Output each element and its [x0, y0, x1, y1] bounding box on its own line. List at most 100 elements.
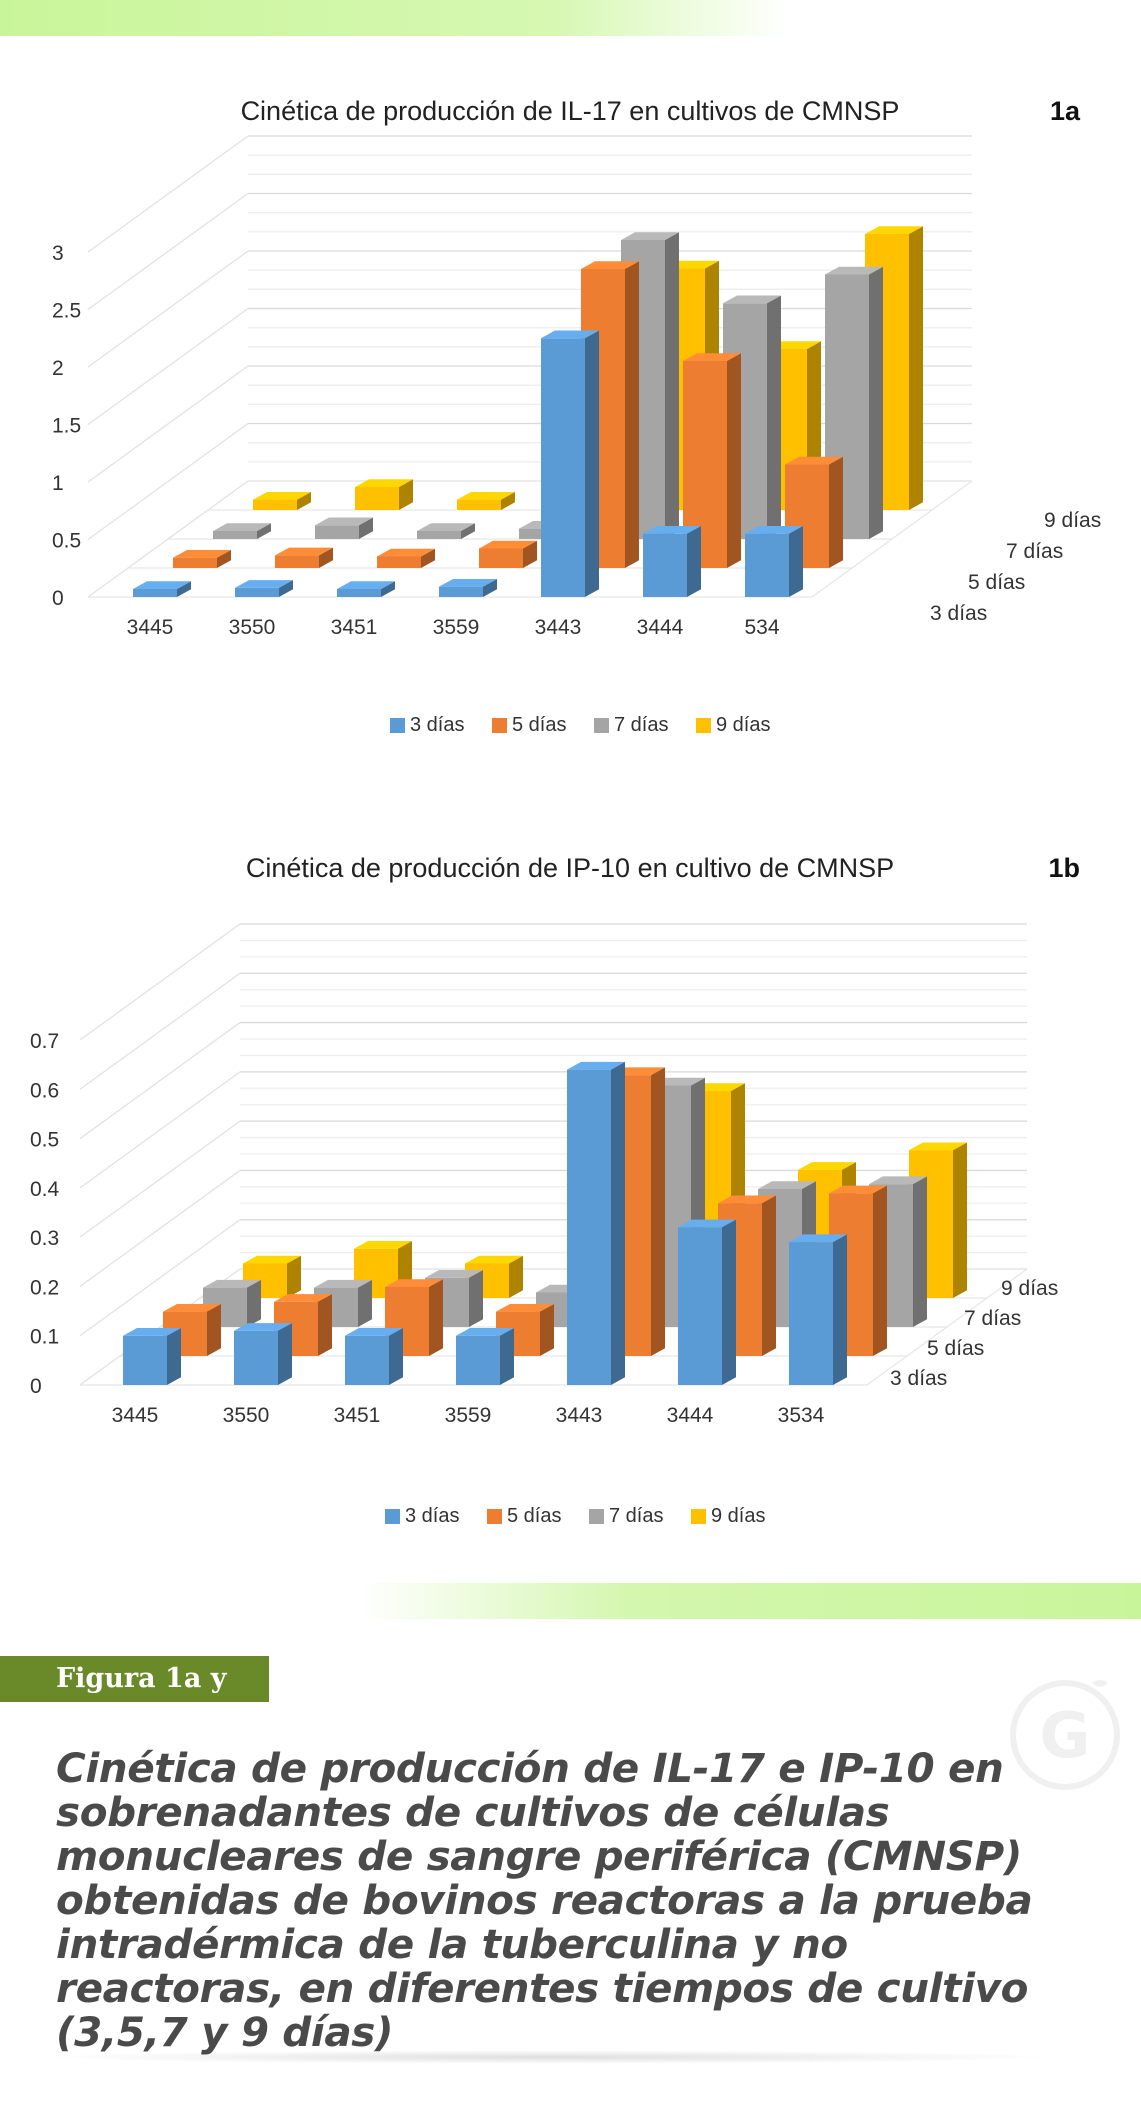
bar: [643, 526, 701, 597]
legend-swatch: [385, 1509, 400, 1524]
depth-axis-label: 7 días: [1006, 540, 1063, 563]
bar-top: [496, 1303, 554, 1312]
bar: [439, 578, 497, 597]
bar-top: [567, 1061, 625, 1070]
legend-label: 9 días: [716, 714, 770, 736]
bar-side: [167, 1328, 181, 1385]
x-tick-label: 3451: [334, 1404, 381, 1427]
bar-top: [315, 517, 373, 526]
bar-front: [213, 530, 257, 539]
y-tick-label: 0.3: [30, 1227, 59, 1250]
side-gridline: [79, 1022, 241, 1140]
bar-top: [377, 548, 435, 557]
bar-side: [461, 523, 475, 539]
chart-label: 1a: [1050, 96, 1081, 126]
bar-side: [358, 1279, 372, 1327]
bar-top: [909, 1142, 967, 1151]
bar-front: [377, 556, 421, 568]
bar-top: [869, 1176, 927, 1185]
bar-side: [873, 1185, 887, 1356]
bottom-shadow: [40, 2050, 1060, 2064]
bar: [683, 353, 741, 568]
bar: [173, 549, 231, 568]
bar-top: [456, 1328, 514, 1336]
bar-top: [865, 226, 923, 234]
side-gridline: [79, 923, 241, 1041]
bar-side: [869, 266, 883, 539]
bar-side: [687, 526, 701, 597]
bar-front: [345, 1335, 389, 1385]
y-tick-label: 0.1: [30, 1326, 59, 1349]
legend-label: 3 días: [405, 1505, 459, 1527]
bar-top: [621, 232, 679, 240]
bar-front: [456, 1335, 500, 1385]
x-tick-label: 3445: [112, 1404, 159, 1427]
y-tick-label: 3: [52, 242, 64, 265]
x-tick-label: 3443: [556, 1404, 603, 1427]
side-gridline: [87, 422, 249, 541]
bar-top: [581, 261, 639, 269]
legend-label: 5 días: [507, 1505, 561, 1527]
depth-axis-label: 9 días: [1001, 1277, 1058, 1300]
bar-side: [625, 261, 639, 568]
bar-side: [789, 526, 803, 597]
legend-label: 3 días: [410, 714, 464, 736]
bar: [541, 330, 599, 597]
side-gridline: [79, 972, 241, 1090]
bar-side: [727, 353, 741, 568]
bar: [789, 1234, 847, 1385]
y-tick-label: 0.5: [30, 1129, 59, 1152]
bar-top: [745, 526, 803, 534]
legend-label: 7 días: [614, 714, 668, 736]
side-gridline: [79, 1219, 241, 1337]
x-tick-label: 3550: [223, 1404, 270, 1427]
x-tick-label: 534: [744, 616, 779, 639]
bar-front: [234, 1330, 278, 1385]
bar-front: [275, 555, 319, 568]
bar-top: [355, 479, 413, 487]
bar-top: [173, 549, 231, 558]
bar-top: [133, 581, 191, 589]
bar-side: [829, 456, 843, 568]
bar-side: [297, 491, 311, 510]
y-tick-label: 0.6: [30, 1079, 59, 1102]
bar-side: [318, 1294, 332, 1356]
bar: [745, 526, 803, 597]
y-tick-label: 0.2: [30, 1276, 59, 1299]
bar: [457, 491, 515, 510]
legend: 3 días 5 días 7 días 9 días: [385, 1505, 765, 1527]
side-gridline: [79, 1169, 241, 1287]
bar-front: [439, 586, 483, 597]
bar-front: [235, 587, 279, 597]
ip10-chart: Cinética de producción de IP-10 en culti…: [30, 853, 1080, 1527]
bar: [123, 1328, 181, 1385]
legend-swatch: [594, 718, 609, 733]
bar-top: [829, 1185, 887, 1194]
bar-front: [643, 533, 687, 597]
bar-top: [234, 1323, 292, 1331]
bar-side: [540, 1303, 554, 1356]
legend-swatch: [589, 1509, 604, 1524]
bar-front: [541, 338, 585, 597]
bar: [417, 523, 475, 539]
bar-side: [523, 540, 537, 568]
bar-side: [257, 523, 271, 539]
side-gridline: [79, 1071, 241, 1189]
depth-axis-label: 3 días: [890, 1367, 947, 1390]
y-tick-label: 0.5: [52, 530, 81, 553]
bar: [345, 1328, 403, 1385]
brand-watermark-icon: G: [1010, 1680, 1120, 1790]
bar-side: [665, 232, 679, 540]
side-gridline: [87, 307, 249, 426]
bar-side: [287, 1255, 301, 1298]
bar-top: [314, 1279, 372, 1288]
bar-top: [718, 1195, 776, 1204]
bar: [234, 1323, 292, 1385]
bar-side: [319, 547, 333, 568]
x-tick-label: 3559: [445, 1404, 492, 1427]
bar: [315, 517, 373, 539]
bar-side: [217, 549, 231, 568]
bar-side: [722, 1219, 736, 1385]
bar-front: [567, 1069, 611, 1385]
bar-side: [767, 295, 781, 539]
